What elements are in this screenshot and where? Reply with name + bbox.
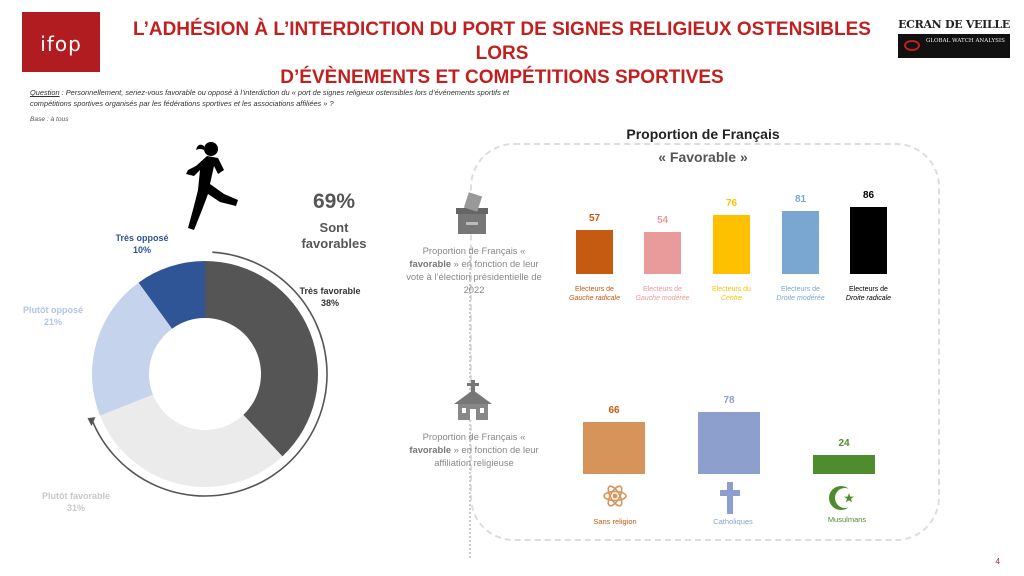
church-icon <box>454 380 492 420</box>
bar-musulmans <box>813 455 875 474</box>
label-centre: Electeurs du Centre <box>712 286 751 302</box>
brand-name: ECRAN DE VEILLE <box>898 18 1010 31</box>
base-note: Base : à tous <box>30 116 69 123</box>
page-title: L’ADHÉSION À L’INTERDICTION DU PORT DE S… <box>112 18 892 90</box>
donut-slice-tres-oppose <box>138 261 205 329</box>
value-sans-religion: 66 <box>608 404 620 416</box>
label-gauche-moderee: Electeurs de Gauche modérée <box>635 286 690 302</box>
tres-favorable-label: Très favorable <box>299 286 361 296</box>
favorable-total-label: Sont favorables <box>290 220 378 252</box>
value-droite-radicale: 86 <box>862 190 875 202</box>
page-number: 4 <box>995 557 1000 566</box>
donut-slice-plutot-favorable <box>99 394 283 488</box>
value-musulmans: 24 <box>838 438 850 450</box>
label-sans-religion: Sans religion <box>593 517 637 526</box>
cross-icon <box>720 482 740 514</box>
bar-droite-radicale <box>850 207 887 274</box>
donut-label-plutot-favorable: Plutôt favorable 31% <box>22 490 130 514</box>
value-gauche-radicale: 57 <box>588 212 601 224</box>
question-text: Question : Personnellement, seriez-vous … <box>30 87 510 109</box>
donut-label-plutot-oppose: Plutôt opposé 21% <box>8 304 98 328</box>
ifop-logo: ifop <box>22 12 100 72</box>
favorable-total-value: 69% <box>312 190 356 213</box>
atom-icon <box>603 485 627 507</box>
breakdown-title: Proportion de Français <box>626 126 780 142</box>
label-gauche-radicale: Electeurs de Gauche radicale <box>569 286 620 302</box>
plutot-favorable-label: Plutôt favorable <box>41 491 110 501</box>
plutot-oppose-value: 21% <box>43 317 62 327</box>
brand-banner: GLOBAL WATCH ANALYSIS <box>898 34 1010 58</box>
bar-sans-religion <box>583 421 645 474</box>
tres-favorable-value: 38% <box>320 298 339 308</box>
crescent-star-icon <box>829 486 855 510</box>
value-catholiques: 78 <box>723 395 735 407</box>
bar-gauche-moderee <box>644 232 681 274</box>
plutot-favorable-value: 31% <box>66 503 85 513</box>
favorable-total-label-line1: Sont <box>319 220 349 235</box>
title-line-2: D’ÉVÈNEMENTS ET COMPÉTITIONS SPORTIVES <box>280 67 724 88</box>
favorable-total-label-line2: favorables <box>301 236 367 251</box>
question-body: : Personnellement, seriez-vous favorable… <box>30 88 510 108</box>
value-droite-moderee: 81 <box>794 194 807 206</box>
favorable-bracket-arrow <box>87 417 96 427</box>
ballot-box-icon <box>456 192 488 234</box>
title-line-1: L’ADHÉSION À L’INTERDICTION DU PORT DE S… <box>133 19 871 64</box>
religion-caption: Proportion de Français « favorable » en … <box>409 431 539 468</box>
runner-icon <box>186 142 238 230</box>
donut-label-tres-oppose: Très opposé 10% <box>100 232 184 256</box>
tres-oppose-value: 10% <box>132 245 151 255</box>
favorable-bracket-arc <box>91 251 328 497</box>
value-centre: 76 <box>725 197 738 209</box>
favorable-breakdown-panel <box>470 143 940 541</box>
label-droite-moderee: Electeurs de Droite modérée <box>776 286 825 302</box>
bar-gauche-radicale <box>576 229 613 274</box>
vote-caption: Proportion de Français « favorable » en … <box>406 245 542 295</box>
donut-label-tres-favorable: Très favorable 38% <box>298 285 362 309</box>
label-musulmans: Musulmans <box>827 515 867 524</box>
donut-slice-plutot-oppose <box>92 282 173 416</box>
value-gauche-moderee: 54 <box>656 215 669 227</box>
bar-catholiques <box>698 412 760 474</box>
bar-centre <box>713 214 750 274</box>
ecran-de-veille-logo: ECRAN DE VEILLE GLOBAL WATCH ANALYSIS <box>898 18 1010 64</box>
bar-droite-moderee <box>782 211 819 274</box>
label-droite-radicale: Electeurs de Droite radicale <box>845 286 892 302</box>
tres-oppose-label: Très opposé <box>115 233 169 243</box>
breakdown-subtitle: « Favorable » <box>658 149 748 165</box>
eye-icon <box>904 40 920 51</box>
label-catholiques: Catholiques <box>713 517 753 526</box>
brand-subtitle: GLOBAL WATCH ANALYSIS <box>926 38 1005 44</box>
ifop-logo-text: ifop <box>40 32 82 56</box>
plutot-oppose-label: Plutôt opposé <box>23 305 83 315</box>
question-label: Question <box>30 88 60 97</box>
